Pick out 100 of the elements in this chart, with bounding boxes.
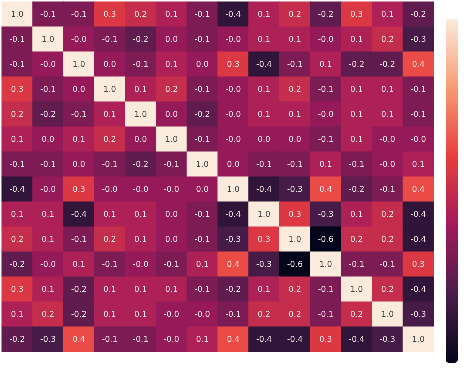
data-label: -0.4 <box>226 10 242 19</box>
data-label: 0.0 <box>72 160 86 169</box>
data-label: 0.2 <box>104 135 116 144</box>
data-label: 0.1 <box>350 35 364 44</box>
data-label: -0.1 <box>194 210 210 219</box>
data-label: -0.1 <box>102 160 118 169</box>
data-label: 0.4 <box>412 60 425 69</box>
data-label: 1.0 <box>320 260 332 269</box>
data-label: -0.2 <box>226 285 242 294</box>
data-label: 0.3 <box>11 85 24 94</box>
data-label: 0.1 <box>258 285 271 294</box>
data-label: 0.1 <box>134 310 148 319</box>
data-label: -0.0 <box>164 185 180 194</box>
data-label: 0.0 <box>165 110 178 119</box>
data-label: -0.1 <box>226 310 242 319</box>
data-label: -0.2 <box>349 185 365 194</box>
data-label: -0.1 <box>71 10 87 19</box>
data-label: -0.2 <box>10 335 26 344</box>
data-label: 1.0 <box>196 160 209 169</box>
data-label: 0.1 <box>11 310 24 319</box>
data-label: -0.1 <box>10 60 26 69</box>
data-label: 0.1 <box>72 260 86 269</box>
data-label: 1.0 <box>134 110 148 119</box>
data-label: -0.4 <box>256 185 272 194</box>
data-label: -0.1 <box>380 260 396 269</box>
data-label: 0.1 <box>350 135 364 144</box>
data-label: -0.2 <box>380 60 396 69</box>
data-label: -0.3 <box>256 260 272 269</box>
data-label: 0.1 <box>196 260 209 269</box>
data-label: -0.3 <box>40 335 56 344</box>
data-label: 0.2 <box>381 210 394 219</box>
data-label: 0.1 <box>258 85 271 94</box>
data-label: -0.4 <box>226 210 242 219</box>
data-label: -0.4 <box>410 210 426 219</box>
data-label: -0.1 <box>71 110 87 119</box>
data-label: 1.0 <box>227 185 240 194</box>
data-label: 0.1 <box>42 210 55 219</box>
data-label: -0.4 <box>71 210 87 219</box>
data-label: -0.1 <box>164 160 180 169</box>
data-label: -0.2 <box>71 285 87 294</box>
data-label: 0.2 <box>104 235 116 244</box>
data-label: -0.1 <box>164 260 180 269</box>
data-label: 0.1 <box>104 210 116 219</box>
data-label: -0.2 <box>133 35 149 44</box>
data-label: -0.2 <box>40 110 56 119</box>
data-label: 0.1 <box>350 110 364 119</box>
data-label: -0.1 <box>318 285 334 294</box>
data-label: -0.1 <box>102 35 118 44</box>
data-label: -0.4 <box>256 60 272 69</box>
data-label: -0.2 <box>194 110 210 119</box>
data-label: -0.0 <box>133 185 149 194</box>
data-label: 0.1 <box>350 210 364 219</box>
data-label: 1.0 <box>104 85 116 94</box>
data-label: 0.1 <box>288 35 302 44</box>
data-label: -0.1 <box>40 10 56 19</box>
data-label: -0.1 <box>71 235 87 244</box>
data-label: 0.3 <box>288 210 302 219</box>
data-label: 1.0 <box>381 310 394 319</box>
data-label: -0.1 <box>194 285 210 294</box>
data-label: -0.3 <box>318 210 334 219</box>
data-label: -0.0 <box>380 135 396 144</box>
data-label: 0.2 <box>288 285 302 294</box>
data-label: 0.1 <box>72 135 86 144</box>
data-label: -0.1 <box>102 260 118 269</box>
data-label: -0.0 <box>318 110 334 119</box>
data-label: -0.2 <box>318 10 334 19</box>
data-label: 0.1 <box>104 310 116 319</box>
data-label: -0.1 <box>380 185 396 194</box>
data-label: -0.3 <box>410 35 426 44</box>
data-label: 0.1 <box>11 135 24 144</box>
data-label: 1.0 <box>288 235 302 244</box>
data-label: 0.1 <box>258 110 271 119</box>
data-label: -0.1 <box>318 310 334 319</box>
data-label: -0.1 <box>318 135 334 144</box>
data-label: -0.4 <box>349 335 365 344</box>
data-label: 0.1 <box>42 285 55 294</box>
data-label: 0.2 <box>11 235 24 244</box>
data-label: 0.2 <box>134 10 148 19</box>
data-label: 0.1 <box>165 60 178 69</box>
data-label: -0.1 <box>349 260 365 269</box>
data-label: -0.1 <box>133 335 149 344</box>
data-label: -0.1 <box>410 110 426 119</box>
data-label: 0.0 <box>165 35 178 44</box>
data-label: -0.0 <box>40 185 56 194</box>
data-label: -0.4 <box>410 235 426 244</box>
data-label: 0.2 <box>288 310 302 319</box>
data-label: -0.0 <box>226 35 242 44</box>
data-label: 0.1 <box>104 110 116 119</box>
data-label: -0.0 <box>226 110 242 119</box>
data-label: 0.1 <box>134 235 148 244</box>
data-label: -0.4 <box>287 335 303 344</box>
data-label: 0.1 <box>258 10 271 19</box>
data-label: 0.2 <box>381 285 394 294</box>
data-label: 0.1 <box>288 110 302 119</box>
data-label: 0.4 <box>412 185 425 194</box>
data-label: -0.1 <box>287 160 303 169</box>
data-label: 0.2 <box>288 10 302 19</box>
data-label: 0.0 <box>42 135 55 144</box>
data-label: 1.0 <box>165 135 178 144</box>
data-label: -0.1 <box>40 160 56 169</box>
